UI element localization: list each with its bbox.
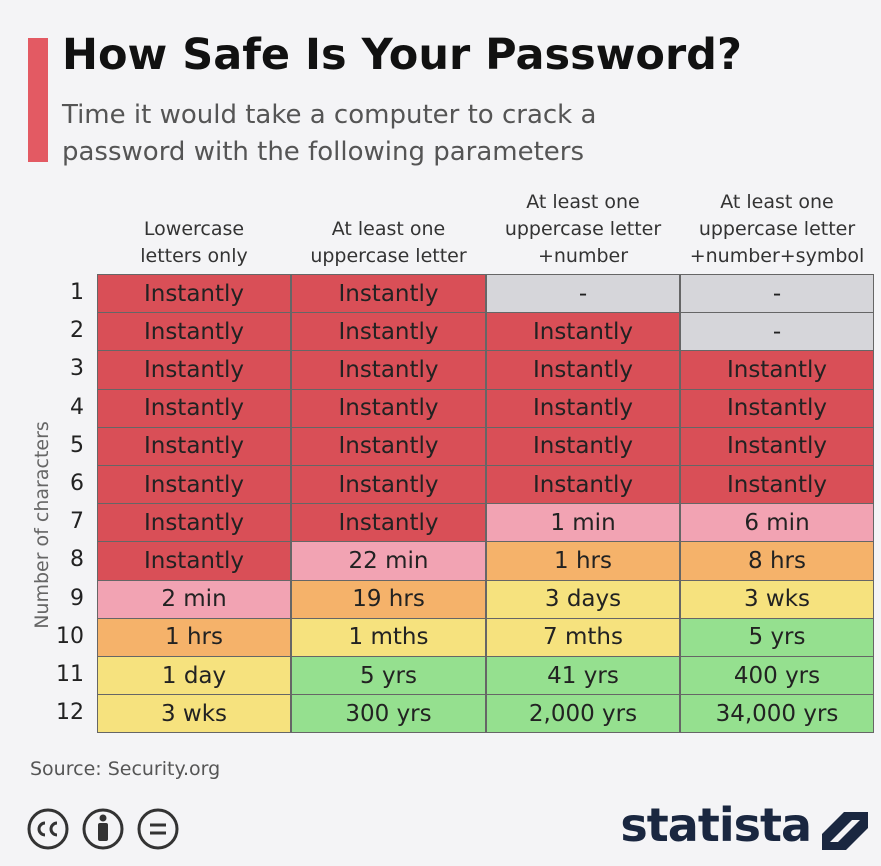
- cell: 1 day: [97, 656, 291, 696]
- cell: Instantly: [486, 312, 680, 352]
- cell: -: [680, 312, 874, 352]
- cell: Instantly: [291, 350, 486, 390]
- cell: Instantly: [97, 465, 291, 505]
- column-header: At least one uppercase letter +number+symb…: [680, 180, 874, 270]
- cell: Instantly: [291, 426, 486, 466]
- cell: 2 min: [97, 579, 291, 619]
- row-label: 12: [56, 700, 84, 726]
- cell: Instantly: [680, 388, 874, 428]
- logo-mark: [822, 812, 868, 850]
- row-label: 7: [70, 509, 84, 535]
- column-header-line: uppercase letter: [310, 245, 467, 267]
- cell: Instantly: [291, 388, 486, 428]
- row-label: 1: [70, 280, 84, 305]
- row-label: 10: [56, 623, 84, 649]
- title: How Safe Is Your Password?: [62, 30, 742, 80]
- cell: Instantly: [486, 388, 680, 428]
- cell: 3 days: [486, 579, 680, 619]
- cell: Instantly: [97, 503, 291, 543]
- column-header-line: +number: [537, 245, 629, 267]
- cell: 3 wks: [680, 579, 874, 619]
- cell: 34,000 yrs: [680, 694, 874, 734]
- cell: -: [486, 274, 680, 314]
- cell: Instantly: [97, 541, 291, 581]
- cell: 7 mths: [486, 617, 680, 657]
- cell: Instantly: [97, 350, 291, 390]
- column-header: Lowercase letters only: [97, 180, 291, 270]
- cell: Instantly: [97, 274, 291, 314]
- cell: -: [680, 274, 874, 314]
- cell: 1 mths: [291, 617, 486, 657]
- row-label: 8: [70, 547, 84, 573]
- license-icons: [27, 808, 179, 850]
- cell: 3 wks: [97, 694, 291, 734]
- subtitle: password with the following parameters: [62, 137, 585, 167]
- cell: 400 yrs: [680, 656, 874, 696]
- cell: Instantly: [291, 503, 486, 543]
- cell: Instantly: [97, 312, 291, 352]
- cell: 1 hrs: [97, 617, 291, 657]
- cell: 1 hrs: [486, 541, 680, 581]
- column-header-line: uppercase letter: [698, 218, 856, 240]
- cell: 5 yrs: [680, 617, 874, 657]
- row-label: 3: [70, 356, 84, 382]
- logo: statista: [620, 798, 812, 852]
- cell: 6 min: [680, 503, 874, 543]
- row-label: 11: [56, 662, 84, 687]
- cell: Instantly: [486, 465, 680, 505]
- accent-bar: [28, 38, 48, 162]
- column-header-line: +number+symbol: [689, 245, 865, 267]
- cell: 300 yrs: [291, 694, 486, 734]
- cell: Instantly: [291, 274, 486, 314]
- cell: Instantly: [291, 312, 486, 352]
- cell: Instantly: [486, 350, 680, 390]
- cell: Instantly: [680, 465, 874, 505]
- row-label: 4: [70, 394, 84, 420]
- column-header-line: letters only: [140, 245, 248, 267]
- cell: 22 min: [291, 541, 486, 581]
- row-label: 9: [70, 585, 84, 611]
- cell: 5 yrs: [291, 656, 486, 696]
- cell: Instantly: [97, 426, 291, 466]
- column-header-line: At least one: [331, 218, 446, 240]
- column-header-line: At least one: [526, 191, 640, 213]
- column-header: At least one uppercase letter +number: [486, 180, 680, 270]
- column-header-line: uppercase letter: [504, 218, 662, 240]
- column-header-line: At least one: [720, 191, 834, 213]
- cell: Instantly: [97, 388, 291, 428]
- row-label: 6: [70, 471, 84, 496]
- cell: 19 hrs: [291, 579, 486, 619]
- row-axis-label: Number of characters: [31, 421, 53, 629]
- cell: Instantly: [291, 465, 486, 505]
- cell: Instantly: [486, 426, 680, 466]
- source: Source: Security.org: [30, 758, 221, 780]
- row-label: 2: [70, 318, 84, 344]
- cell: 8 hrs: [680, 541, 874, 581]
- subtitle: Time it would take a computer to crack a: [62, 100, 597, 130]
- cell: 1 min: [486, 503, 680, 543]
- cell: 41 yrs: [486, 656, 680, 696]
- cell: Instantly: [680, 426, 874, 466]
- column-header-line: Lowercase: [143, 218, 245, 240]
- cell: 2,000 yrs: [486, 694, 680, 734]
- cell: Instantly: [680, 350, 874, 390]
- column-header: At least one uppercase letter: [291, 180, 486, 270]
- row-label: 5: [70, 432, 84, 458]
